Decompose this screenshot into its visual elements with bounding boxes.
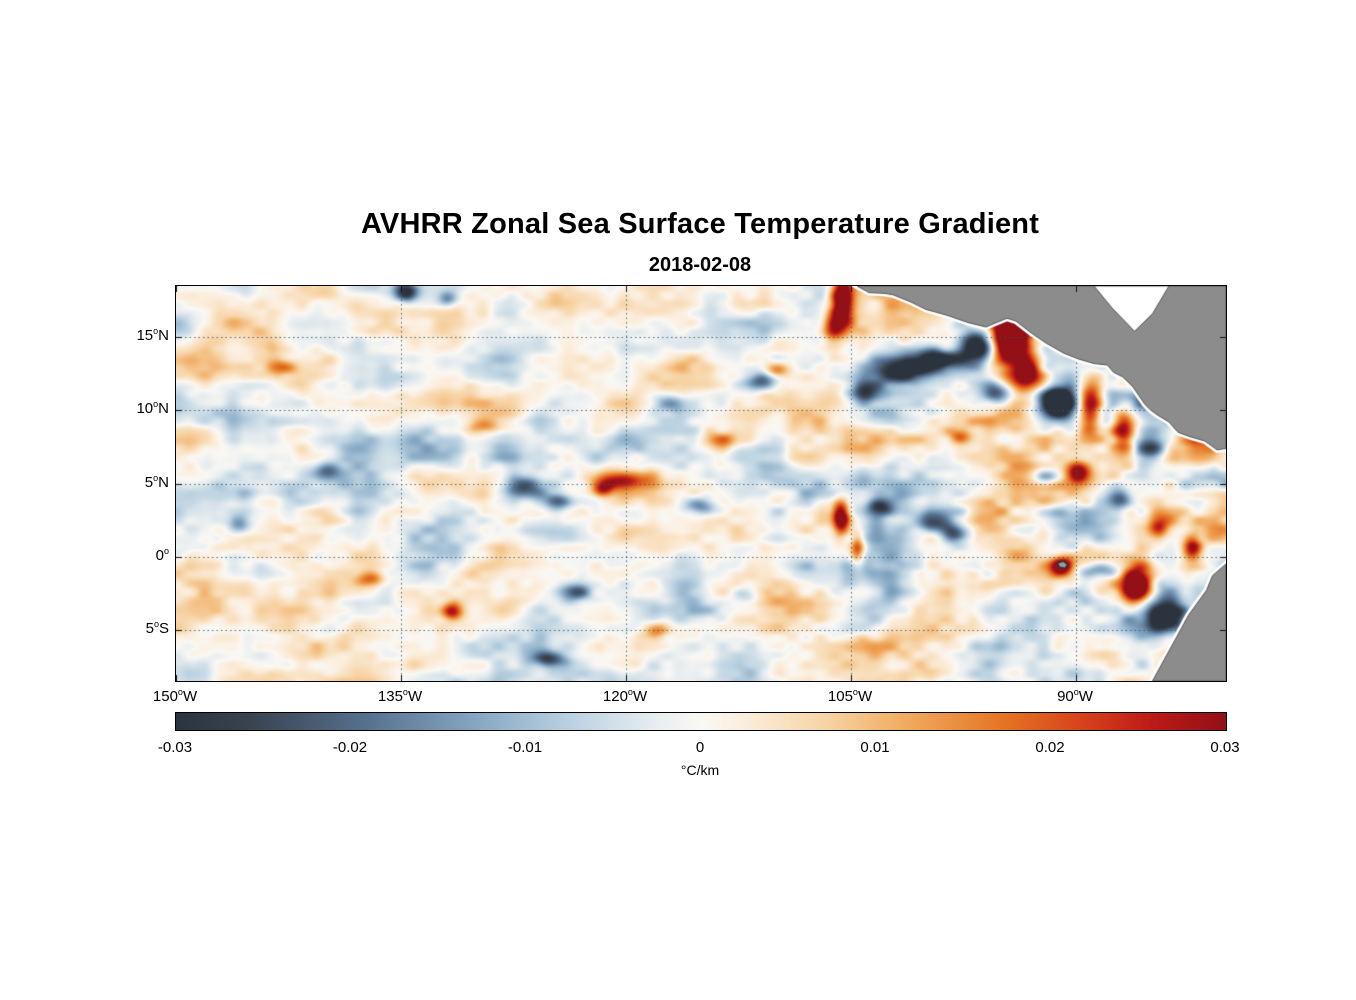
chart-subtitle: 2018-02-08 xyxy=(648,254,752,276)
y-tick-label: 15oN xyxy=(136,326,169,345)
degree-symbol: o xyxy=(1073,687,1079,697)
y-tick-label: 0o xyxy=(155,545,169,564)
colorbar-tick-label: -0.01 xyxy=(507,739,543,756)
degree-symbol: o xyxy=(852,687,858,697)
y-tick-label: 5oN xyxy=(144,472,169,491)
x-tick-label: 150oW xyxy=(152,687,198,706)
x-tick-label: 105oW xyxy=(827,687,873,706)
colorbar-tick-label: 0.03 xyxy=(1210,739,1240,756)
degree-symbol: o xyxy=(402,687,408,697)
y-tick-label: 5oS xyxy=(145,618,169,637)
colorbar-tick-label: -0.02 xyxy=(332,739,368,756)
colorbar-tick-label: -0.03 xyxy=(157,739,193,756)
colorbar-tick-label: 0.01 xyxy=(860,739,890,756)
colorbar xyxy=(175,712,1227,731)
colorbar-tick-label: 0 xyxy=(695,739,705,756)
heatmap-canvas xyxy=(176,286,1226,681)
x-tick-label: 120oW xyxy=(602,687,648,706)
degree-symbol: o xyxy=(153,618,159,629)
degree-symbol: o xyxy=(163,545,169,556)
degree-symbol: o xyxy=(153,326,159,337)
colorbar-tick-label: 0.02 xyxy=(1035,739,1065,756)
degree-symbol: o xyxy=(153,472,159,483)
x-tick-label: 90oW xyxy=(1057,687,1093,706)
x-tick-label: 135oW xyxy=(377,687,423,706)
chart-title: AVHRR Zonal Sea Surface Temperature Grad… xyxy=(360,208,1040,240)
degree-symbol: o xyxy=(153,399,159,410)
degree-symbol: o xyxy=(177,687,183,697)
y-tick-label: 10oN xyxy=(136,399,169,418)
map-plot-area xyxy=(175,285,1227,682)
degree-symbol: o xyxy=(627,687,633,697)
colorbar-unit-label: °C/km xyxy=(680,762,720,778)
